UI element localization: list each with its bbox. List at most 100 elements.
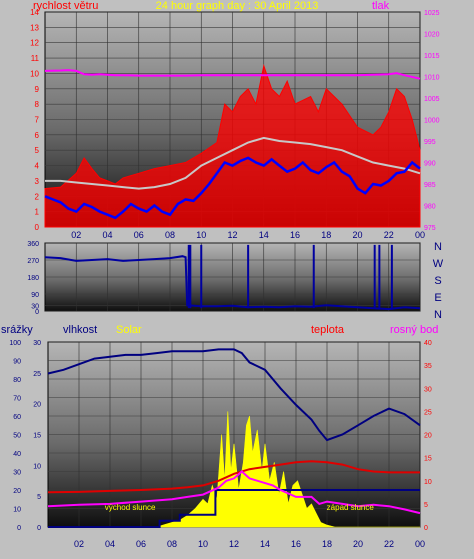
compass-label-0: N — [434, 241, 442, 253]
wind-x-tick-08: 08 — [165, 230, 175, 240]
temperature-line — [47, 460, 420, 494]
wind-y-tick-8: 8 — [35, 100, 40, 109]
rain-y-tick-5: 5 — [37, 494, 41, 501]
wind-x-tick-14: 14 — [259, 230, 269, 240]
compass-label-1: W — [433, 258, 444, 270]
humidity-x-tick-22: 22 — [384, 539, 394, 549]
label-dewpoint: rosný bod — [390, 324, 438, 336]
direction-y-tick-360: 360 — [27, 241, 39, 248]
humidity-x-tick-16: 16 — [291, 539, 301, 549]
compass-label-2: S — [434, 275, 441, 287]
humidity-x-tick-14: 14 — [260, 539, 270, 549]
wind-y-tick-13: 13 — [30, 23, 39, 32]
sunrise-label: východ slunce — [105, 503, 156, 512]
humidity-y-tick-100: 100 — [9, 340, 21, 347]
temperature-y-tick-25: 25 — [424, 409, 432, 416]
humidity-y-tick-80: 80 — [13, 377, 21, 384]
direction-y-tick-30: 30 — [31, 303, 39, 310]
humidity-y-tick-0: 0 — [17, 525, 21, 532]
right-axis-label-pressure: tlak — [372, 0, 390, 12]
humidity-x-tick-12: 12 — [229, 539, 239, 549]
humidity-x-tick-06: 06 — [136, 539, 146, 549]
humidity-y-tick-10: 10 — [13, 507, 21, 514]
rain-line — [48, 489, 420, 528]
wind-y-tick-2: 2 — [35, 192, 40, 201]
humidity-x-tick-00: 00 — [415, 539, 425, 549]
pressure-y-tick-1025: 1025 — [424, 10, 440, 17]
temperature-y-tick-10: 10 — [424, 479, 432, 486]
wind-y-tick-4: 4 — [35, 162, 40, 171]
compass-label-3: E — [434, 292, 441, 304]
pressure-y-tick-980: 980 — [424, 204, 436, 211]
wind-y-tick-3: 3 — [35, 177, 40, 186]
pressure-y-tick-990: 990 — [424, 161, 436, 168]
temperature-y-tick-35: 35 — [424, 363, 432, 370]
rain-y-tick-15: 15 — [33, 433, 41, 440]
humidity-x-tick-02: 02 — [74, 539, 84, 549]
wind-average-line — [45, 136, 421, 190]
humidity-x-tick-04: 04 — [105, 539, 115, 549]
wind-x-tick-02: 02 — [71, 230, 81, 240]
pressure-y-tick-1010: 1010 — [424, 75, 440, 82]
wind-x-tick-18: 18 — [321, 230, 331, 240]
temperature-y-tick-5: 5 — [424, 502, 428, 509]
wind-y-tick-1: 1 — [35, 208, 40, 217]
wind-y-tick-9: 9 — [35, 85, 40, 94]
wind-pressure-panel: 0123456789101112131497598098599099510001… — [30, 8, 440, 240]
wind-gust-line — [44, 156, 421, 220]
pressure-y-tick-975: 975 — [424, 225, 436, 232]
rain-y-tick-20: 20 — [33, 402, 41, 409]
temperature-y-tick-0: 0 — [424, 525, 428, 532]
label-rain: srážky — [1, 324, 33, 336]
wind-y-tick-6: 6 — [35, 131, 40, 140]
sunset-label: západ slunce — [327, 503, 375, 512]
wind-y-tick-0: 0 — [35, 223, 40, 232]
wind-x-tick-16: 16 — [290, 230, 300, 240]
wind-x-tick-10: 10 — [196, 230, 206, 240]
wind-y-tick-5: 5 — [35, 146, 40, 155]
wind-x-tick-06: 06 — [134, 230, 144, 240]
humidity-y-tick-20: 20 — [13, 488, 21, 495]
pressure-line — [44, 69, 421, 80]
wind-speed-area — [44, 63, 421, 228]
pressure-y-tick-1005: 1005 — [424, 96, 440, 103]
wind-y-tick-11: 11 — [31, 54, 40, 63]
wind-x-tick-20: 20 — [352, 230, 362, 240]
direction-y-tick-180: 180 — [27, 275, 39, 282]
rain-y-tick-10: 10 — [33, 463, 41, 470]
dewpoint-line — [47, 470, 421, 515]
wind-x-tick-04: 04 — [102, 230, 112, 240]
label-temperature: teplota — [311, 324, 345, 336]
solar-area — [48, 411, 420, 528]
left-axis-label-wind: rychlost větru — [33, 0, 98, 12]
temperature-y-tick-15: 15 — [424, 456, 432, 463]
humidity-temperature-panel: 0102030405060708090100051015202530051015… — [9, 340, 432, 549]
wind-y-tick-12: 12 — [30, 39, 39, 48]
direction-y-tick-0: 0 — [35, 309, 39, 316]
humidity-line — [47, 348, 421, 442]
chart-title: 24 hour graph day : 30 April 2013 — [156, 0, 319, 12]
rain-y-tick-25: 25 — [33, 371, 41, 378]
temperature-y-tick-40: 40 — [424, 340, 432, 347]
humidity-y-tick-70: 70 — [13, 396, 21, 403]
wind-y-tick-7: 7 — [35, 116, 40, 125]
pressure-y-tick-1015: 1015 — [424, 53, 440, 60]
humidity-y-tick-60: 60 — [13, 414, 21, 421]
pressure-y-tick-985: 985 — [424, 182, 436, 189]
wind-x-tick-00: 00 — [415, 230, 425, 240]
direction-y-tick-90: 90 — [31, 292, 39, 299]
humidity-x-tick-08: 08 — [167, 539, 177, 549]
pressure-y-tick-1020: 1020 — [424, 32, 440, 39]
humidity-y-tick-40: 40 — [13, 451, 21, 458]
label-humidity: vlhkost — [63, 324, 97, 336]
wind-x-tick-12: 12 — [227, 230, 237, 240]
compass-label-4: N — [434, 309, 442, 321]
wind-y-tick-14: 14 — [30, 8, 39, 17]
pressure-y-tick-995: 995 — [424, 139, 436, 146]
pressure-y-tick-1000: 1000 — [424, 118, 440, 125]
humidity-x-tick-10: 10 — [198, 539, 208, 549]
humidity-y-tick-30: 30 — [13, 470, 21, 477]
wind-direction-line — [44, 255, 421, 311]
wind-x-tick-22: 22 — [384, 230, 394, 240]
